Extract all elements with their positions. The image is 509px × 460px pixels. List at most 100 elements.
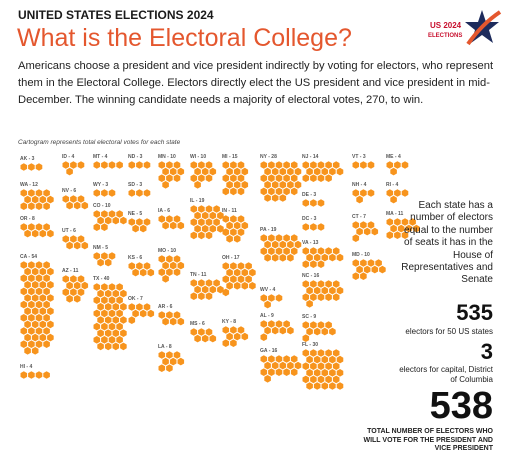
hexagon [287,361,294,370]
hexagon [143,218,151,226]
hexagon [222,262,230,270]
hexagon [268,247,275,255]
hexagon [136,161,143,169]
hexagon [310,247,317,255]
hexagon [313,355,321,364]
state-label: WY - 3 [93,182,108,188]
state-label: TX - 40 [93,276,110,282]
hexagon [241,268,249,277]
hexagon [283,234,290,242]
hexagon [116,210,123,218]
hexagon [386,218,394,226]
hexagon [390,224,397,233]
hexagon [279,240,287,249]
hexagon [39,229,47,238]
hexagon [290,187,298,196]
hexagon [237,275,245,283]
hexagon [283,174,290,182]
hexagon [271,167,279,176]
state-label: MA - 11 [386,211,404,217]
hexagon [177,167,185,176]
hexagon [31,347,39,355]
hexagon [28,202,35,210]
hexagon [198,231,205,240]
hexagon [43,223,50,231]
hexagon [101,161,108,169]
hexagon [39,267,47,276]
state-hexes [190,161,217,189]
hexagon [363,265,371,274]
hexagon [190,328,198,336]
hexagon [108,309,116,318]
stat-number: 535 [456,300,493,325]
state-label: NC - 16 [302,273,319,279]
hexagon [81,281,89,290]
hexagon [112,303,120,311]
hexagon [336,286,344,295]
hexagon [271,326,279,335]
hexagon [283,161,290,169]
hexagon [43,261,50,269]
hexagon [47,294,54,302]
hexagon [230,228,237,236]
state-hexes [352,161,375,169]
hexagon [268,234,275,242]
state-hexes [222,262,256,297]
hexagon [230,215,237,223]
hexagon [317,280,325,288]
hexagon [230,326,237,334]
hexagon [20,163,28,171]
hexagon [198,279,205,287]
hexagon [283,247,290,255]
hexagon [237,174,245,182]
hexagon [104,216,112,225]
hexagon [31,195,39,204]
hexagon [198,174,205,182]
hexagon [28,314,35,322]
hexagon [190,174,198,182]
hexagon [31,320,39,329]
hexagon [35,314,43,322]
state-hexes [222,215,249,243]
hexagon [70,288,77,296]
hexagon [24,333,31,342]
hexagon [35,189,43,197]
state-hexes [128,218,151,233]
hexagon [302,321,310,329]
hexagon [264,167,271,176]
hexagon [190,218,198,226]
hexagon [77,275,85,283]
hexagon [222,161,230,169]
hexagon [158,215,166,223]
hexagon [271,240,279,249]
hexagon [28,327,35,335]
hexagon [222,288,230,297]
hexagon [28,261,35,269]
hexagon [287,181,294,189]
hexagon [226,268,233,277]
hexagon [31,294,39,302]
hexagon [363,227,371,236]
hexagon [104,289,112,298]
state-label: NE - 5 [128,211,142,217]
state-hexes [190,205,224,240]
hexagon [35,300,43,309]
state-label: KS - 6 [128,255,142,261]
hexagon [31,229,39,238]
hexagon [386,231,394,239]
hexagon [205,231,213,240]
hexagon [310,174,317,182]
state-label: PA - 19 [260,227,277,233]
hexagon [222,228,230,236]
hexagon [317,321,325,329]
state-label: NJ - 14 [302,154,319,160]
state-hexes [158,255,185,283]
state-label: ME - 4 [386,154,401,160]
hexagon [198,328,205,336]
hexagon [158,268,166,276]
hexagon [230,187,237,196]
hexagon [237,215,245,223]
state-hexes [302,199,325,207]
hexagon [360,221,367,229]
hexagon [108,283,116,291]
